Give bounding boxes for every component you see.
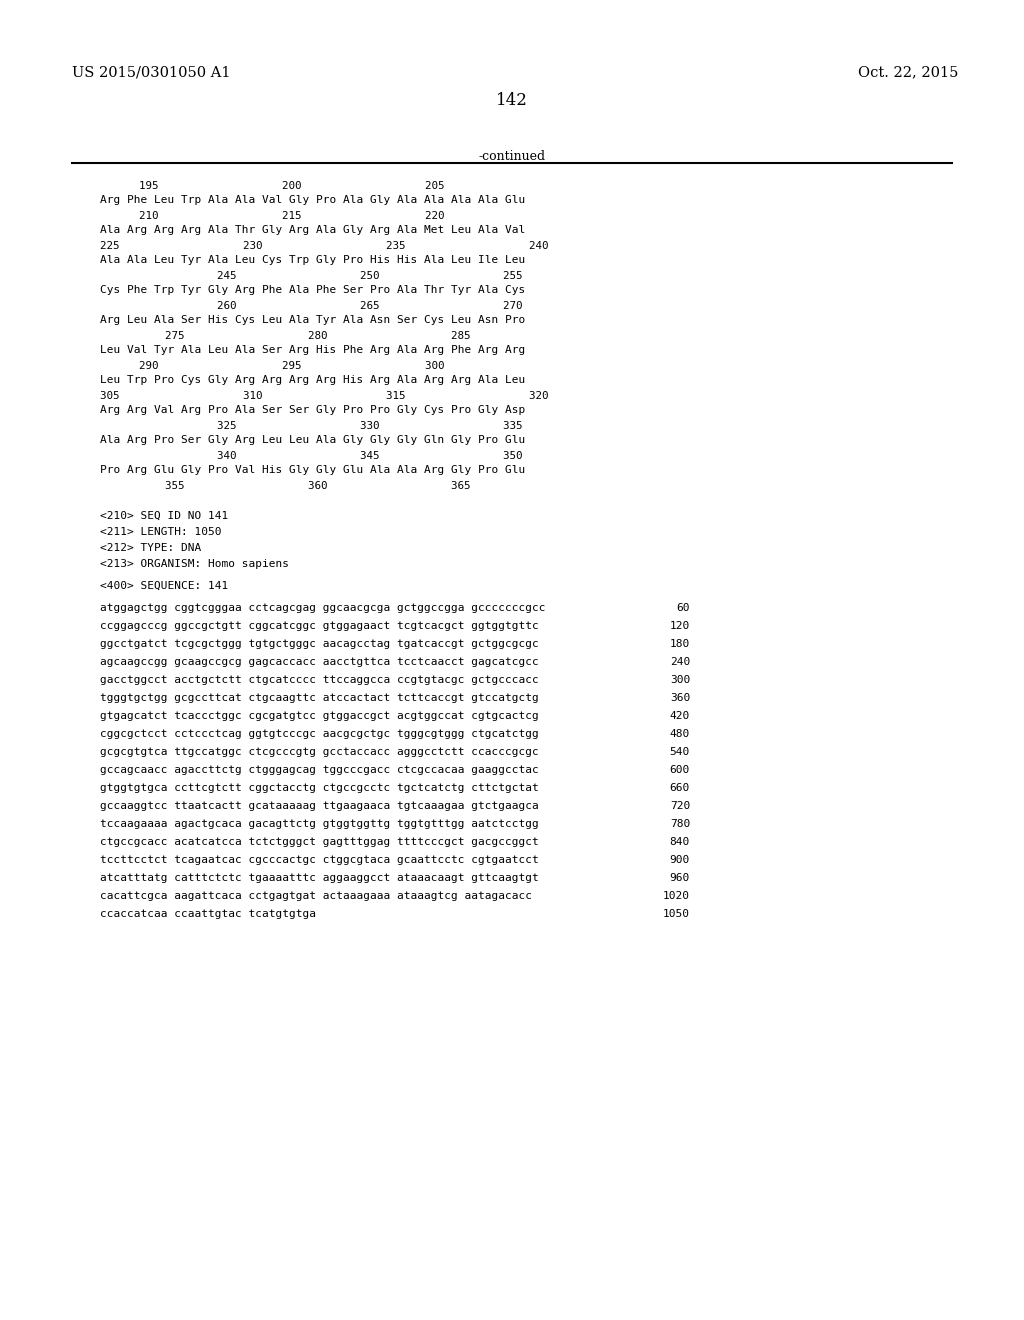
Text: 360: 360 [670, 693, 690, 704]
Text: gccagcaacc agaccttctg ctgggagcag tggcccgacc ctcgccacaa gaaggcctac: gccagcaacc agaccttctg ctgggagcag tggcccg… [100, 766, 539, 775]
Text: Cys Phe Trp Tyr Gly Arg Phe Ala Phe Ser Pro Ala Thr Tyr Ala Cys: Cys Phe Trp Tyr Gly Arg Phe Ala Phe Ser … [100, 285, 525, 294]
Text: ggcctgatct tcgcgctggg tgtgctgggc aacagcctag tgatcaccgt gctggcgcgc: ggcctgatct tcgcgctggg tgtgctgggc aacagcc… [100, 639, 539, 649]
Text: gtgagcatct tcaccctggc cgcgatgtcc gtggaccgct acgtggccat cgtgcactcg: gtgagcatct tcaccctggc cgcgatgtcc gtggacc… [100, 711, 539, 721]
Text: 120: 120 [670, 620, 690, 631]
Text: 240: 240 [670, 657, 690, 667]
Text: gacctggcct acctgctctt ctgcatcccc ttccaggcca ccgtgtacgc gctgcccacc: gacctggcct acctgctctt ctgcatcccc ttccagg… [100, 675, 539, 685]
Text: 325                   330                   335: 325 330 335 [100, 421, 522, 432]
Text: Arg Arg Val Arg Pro Ala Ser Ser Gly Pro Pro Gly Cys Pro Gly Asp: Arg Arg Val Arg Pro Ala Ser Ser Gly Pro … [100, 405, 525, 414]
Text: <400> SEQUENCE: 141: <400> SEQUENCE: 141 [100, 581, 228, 591]
Text: 290                   295                   300: 290 295 300 [100, 360, 444, 371]
Text: 660: 660 [670, 783, 690, 793]
Text: 720: 720 [670, 801, 690, 810]
Text: gtggtgtgca ccttcgtctt cggctacctg ctgccgcctc tgctcatctg cttctgctat: gtggtgtgca ccttcgtctt cggctacctg ctgccgc… [100, 783, 539, 793]
Text: 260                   265                   270: 260 265 270 [100, 301, 522, 312]
Text: 420: 420 [670, 711, 690, 721]
Text: tccaagaaaa agactgcaca gacagttctg gtggtggttg tggtgtttgg aatctcctgg: tccaagaaaa agactgcaca gacagttctg gtggtgg… [100, 818, 539, 829]
Text: 540: 540 [670, 747, 690, 756]
Text: atcatttatg catttctctc tgaaaatttc aggaaggcct ataaacaagt gttcaagtgt: atcatttatg catttctctc tgaaaatttc aggaagg… [100, 873, 539, 883]
Text: 840: 840 [670, 837, 690, 847]
Text: 600: 600 [670, 766, 690, 775]
Text: Oct. 22, 2015: Oct. 22, 2015 [858, 65, 958, 79]
Text: Leu Val Tyr Ala Leu Ala Ser Arg His Phe Arg Ala Arg Phe Arg Arg: Leu Val Tyr Ala Leu Ala Ser Arg His Phe … [100, 345, 525, 355]
Text: tgggtgctgg gcgccttcat ctgcaagttc atccactact tcttcaccgt gtccatgctg: tgggtgctgg gcgccttcat ctgcaagttc atccact… [100, 693, 539, 704]
Text: atggagctgg cggtcgggaa cctcagcgag ggcaacgcga gctggccgga gcccccccgcc: atggagctgg cggtcgggaa cctcagcgag ggcaacg… [100, 603, 546, 612]
Text: <211> LENGTH: 1050: <211> LENGTH: 1050 [100, 527, 221, 537]
Text: 210                   215                   220: 210 215 220 [100, 211, 444, 220]
Text: 960: 960 [670, 873, 690, 883]
Text: Ala Ala Leu Tyr Ala Leu Cys Trp Gly Pro His His Ala Leu Ile Leu: Ala Ala Leu Tyr Ala Leu Cys Trp Gly Pro … [100, 255, 525, 265]
Text: 900: 900 [670, 855, 690, 865]
Text: 195                   200                   205: 195 200 205 [100, 181, 444, 191]
Text: 245                   250                   255: 245 250 255 [100, 271, 522, 281]
Text: <210> SEQ ID NO 141: <210> SEQ ID NO 141 [100, 511, 228, 521]
Text: Pro Arg Glu Gly Pro Val His Gly Gly Glu Ala Ala Arg Gly Pro Glu: Pro Arg Glu Gly Pro Val His Gly Gly Glu … [100, 465, 525, 475]
Text: Arg Leu Ala Ser His Cys Leu Ala Tyr Ala Asn Ser Cys Leu Asn Pro: Arg Leu Ala Ser His Cys Leu Ala Tyr Ala … [100, 315, 525, 325]
Text: <213> ORGANISM: Homo sapiens: <213> ORGANISM: Homo sapiens [100, 558, 289, 569]
Text: 225                   230                   235                   240: 225 230 235 240 [100, 242, 549, 251]
Text: 780: 780 [670, 818, 690, 829]
Text: -continued: -continued [478, 150, 546, 162]
Text: Ala Arg Pro Ser Gly Arg Leu Leu Ala Gly Gly Gly Gln Gly Pro Glu: Ala Arg Pro Ser Gly Arg Leu Leu Ala Gly … [100, 436, 525, 445]
Text: agcaagccgg gcaagccgcg gagcaccacc aacctgttca tcctcaacct gagcatcgcc: agcaagccgg gcaagccgcg gagcaccacc aacctgt… [100, 657, 539, 667]
Text: 1020: 1020 [663, 891, 690, 902]
Text: 355                   360                   365: 355 360 365 [100, 480, 470, 491]
Text: gccaaggtcc ttaatcactt gcataaaaag ttgaagaaca tgtcaaagaa gtctgaagca: gccaaggtcc ttaatcactt gcataaaaag ttgaaga… [100, 801, 539, 810]
Text: gcgcgtgtca ttgccatggc ctcgcccgtg gcctaccacc agggcctctt ccacccgcgc: gcgcgtgtca ttgccatggc ctcgcccgtg gcctacc… [100, 747, 539, 756]
Text: 300: 300 [670, 675, 690, 685]
Text: ctgccgcacc acatcatcca tctctgggct gagtttggag ttttcccgct gacgccggct: ctgccgcacc acatcatcca tctctgggct gagtttg… [100, 837, 539, 847]
Text: tccttcctct tcagaatcac cgcccactgc ctggcgtaca gcaattcctc cgtgaatcct: tccttcctct tcagaatcac cgcccactgc ctggcgt… [100, 855, 539, 865]
Text: cacattcgca aagattcaca cctgagtgat actaaagaaa ataaagtcg aatagacacc: cacattcgca aagattcaca cctgagtgat actaaag… [100, 891, 532, 902]
Text: ccaccatcaa ccaattgtac tcatgtgtga: ccaccatcaa ccaattgtac tcatgtgtga [100, 909, 316, 919]
Text: 480: 480 [670, 729, 690, 739]
Text: <212> TYPE: DNA: <212> TYPE: DNA [100, 543, 202, 553]
Text: 180: 180 [670, 639, 690, 649]
Text: ccggagcccg ggccgctgtt cggcatcggc gtggagaact tcgtcacgct ggtggtgttc: ccggagcccg ggccgctgtt cggcatcggc gtggaga… [100, 620, 539, 631]
Text: cggcgctcct cctccctcag ggtgtcccgc aacgcgctgc tgggcgtggg ctgcatctgg: cggcgctcct cctccctcag ggtgtcccgc aacgcgc… [100, 729, 539, 739]
Text: 60: 60 [677, 603, 690, 612]
Text: US 2015/0301050 A1: US 2015/0301050 A1 [72, 65, 230, 79]
Text: Ala Arg Arg Arg Ala Thr Gly Arg Ala Gly Arg Ala Met Leu Ala Val: Ala Arg Arg Arg Ala Thr Gly Arg Ala Gly … [100, 224, 525, 235]
Text: 305                   310                   315                   320: 305 310 315 320 [100, 391, 549, 401]
Text: 275                   280                   285: 275 280 285 [100, 331, 470, 341]
Text: 1050: 1050 [663, 909, 690, 919]
Text: 142: 142 [496, 92, 528, 110]
Text: 340                   345                   350: 340 345 350 [100, 451, 522, 461]
Text: Arg Phe Leu Trp Ala Ala Val Gly Pro Ala Gly Ala Ala Ala Ala Glu: Arg Phe Leu Trp Ala Ala Val Gly Pro Ala … [100, 195, 525, 205]
Text: Leu Trp Pro Cys Gly Arg Arg Arg Arg His Arg Ala Arg Arg Ala Leu: Leu Trp Pro Cys Gly Arg Arg Arg Arg His … [100, 375, 525, 385]
